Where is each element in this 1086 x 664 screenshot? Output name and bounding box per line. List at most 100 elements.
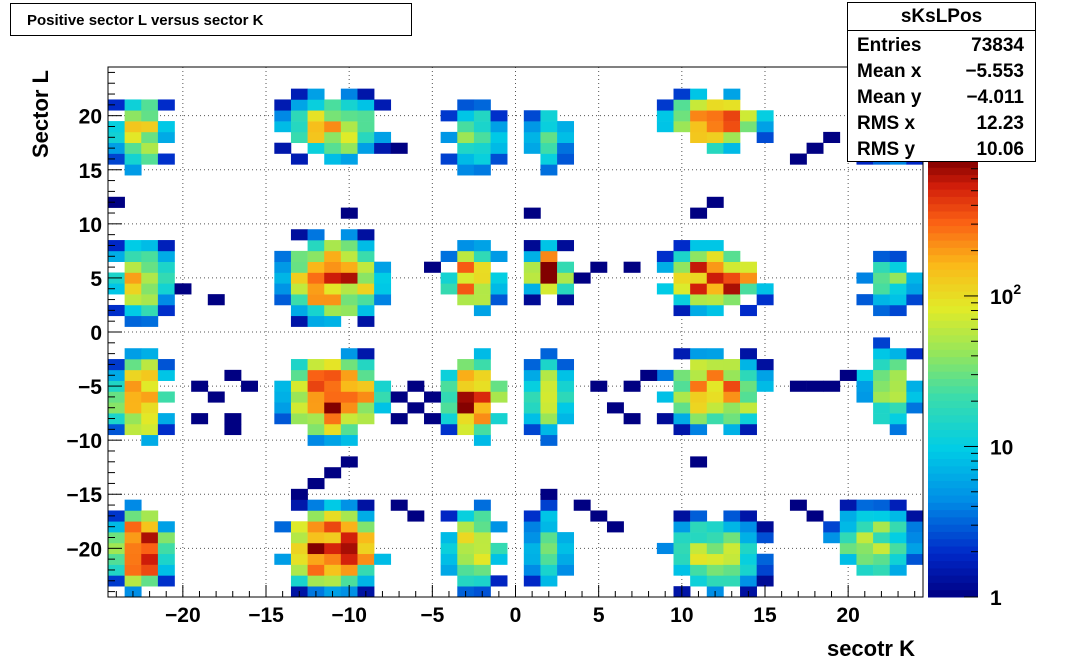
heatmap-cell [523,261,541,273]
heatmap-cell [473,564,491,576]
heatmap-cell [823,131,841,144]
heatmap-cell [856,553,874,565]
heatmap-cell [357,380,375,392]
heatmap-cell [673,99,691,111]
heatmap-cell [690,283,708,295]
heatmap-cell [873,272,891,284]
heatmap-cell [340,110,358,122]
y-tick-label: 20 [79,106,102,129]
heatmap-cell [856,532,874,544]
heatmap-cell [473,110,491,122]
heatmap-cell [889,402,907,414]
heatmap-cell [307,434,325,446]
heatmap-cell [889,250,907,262]
heatmap-cell [124,283,142,295]
heatmap-cell [124,575,142,587]
heatmap-cell [690,207,708,219]
heatmap-cell [324,542,342,555]
heatmap-cell [290,99,308,111]
heatmap-cell [357,532,375,544]
colorbar-tick-label: 102 [990,281,1021,309]
heatmap-cell [873,359,891,371]
heatmap-cell [523,413,541,425]
heatmap-cell [357,240,375,252]
heatmap-cell [440,380,458,392]
heatmap-cell [656,413,674,425]
heatmap-cell [457,369,475,381]
heatmap-cell [307,380,325,392]
heatmap-cell [274,391,292,403]
heatmap-cell [457,532,475,544]
heatmap-cell [873,283,891,295]
heatmap-cell [108,99,125,111]
heatmap-cell [673,294,691,306]
heatmap-cell [357,304,375,317]
heatmap-cell [340,575,358,587]
heatmap-cell [290,488,308,500]
heatmap-cell [307,272,325,284]
heatmap-cell [124,510,142,522]
heatmap-cell [324,272,342,284]
heatmap-cell [557,272,575,284]
stat-mean-y: Mean y −4.011 [848,84,1035,110]
heatmap-cell [540,359,558,371]
heatmap-cell [706,391,724,403]
heatmap-cell [656,369,674,381]
heatmap-cell [108,283,125,295]
heatmap-cell [440,532,458,544]
heatmap-cell [307,499,325,511]
heatmap-cell [906,532,924,544]
heatmap-cell [357,391,375,403]
heatmap-cell [307,229,325,241]
heatmap-cell [141,348,159,360]
heatmap-cell [440,250,458,262]
heatmap-cell [906,380,924,392]
heatmap-cell [340,153,358,165]
heatmap-cell [274,294,292,306]
heatmap-cell [557,413,575,425]
heatmap-cell [490,413,508,425]
heatmap-cell [224,369,242,381]
heatmap-cell [673,240,691,252]
heatmap-cell [124,110,142,122]
heatmap-cell [141,304,159,317]
heatmap-cell [540,391,558,403]
heatmap-cell [490,575,508,587]
heatmap-cell [540,380,558,392]
heatmap-cell [457,164,475,176]
heatmap-cell [191,413,209,425]
heatmap-cell [124,250,142,262]
heatmap-cell [723,380,741,392]
heatmap-cell [307,294,325,306]
heatmap-cell [673,532,691,544]
heatmap-cell [440,153,458,165]
heatmap-cell [324,110,342,122]
heatmap-cell [307,564,325,576]
heatmap-cell [307,532,325,544]
heatmap-cell [523,121,541,133]
heatmap-cell [108,575,125,587]
heatmap-cell [873,564,891,576]
y-tick-label: −5 [78,376,102,399]
heatmap-cell [307,553,325,565]
heatmap-cell [473,240,491,252]
heatmap-cell [756,121,774,133]
heatmap-cell [723,391,741,403]
heatmap-cell [324,499,342,511]
heatmap-cell [457,121,475,133]
heatmap-cell [523,542,541,555]
heatmap-cell [473,510,491,522]
heatmap-cell [108,402,125,414]
heatmap-cell [374,99,392,111]
heatmap-cell [324,553,342,565]
x-tick-label: −5 [420,604,444,627]
heatmap-cell [241,380,258,392]
heatmap-cell [340,510,358,522]
heatmap-cell [440,391,458,403]
heatmap-cell [473,164,491,176]
heatmap-cell [108,423,125,436]
heatmap-cell [457,142,475,154]
heatmap-cell [374,402,392,414]
heatmap-cell [540,553,558,565]
heatmap-cell [340,283,358,295]
